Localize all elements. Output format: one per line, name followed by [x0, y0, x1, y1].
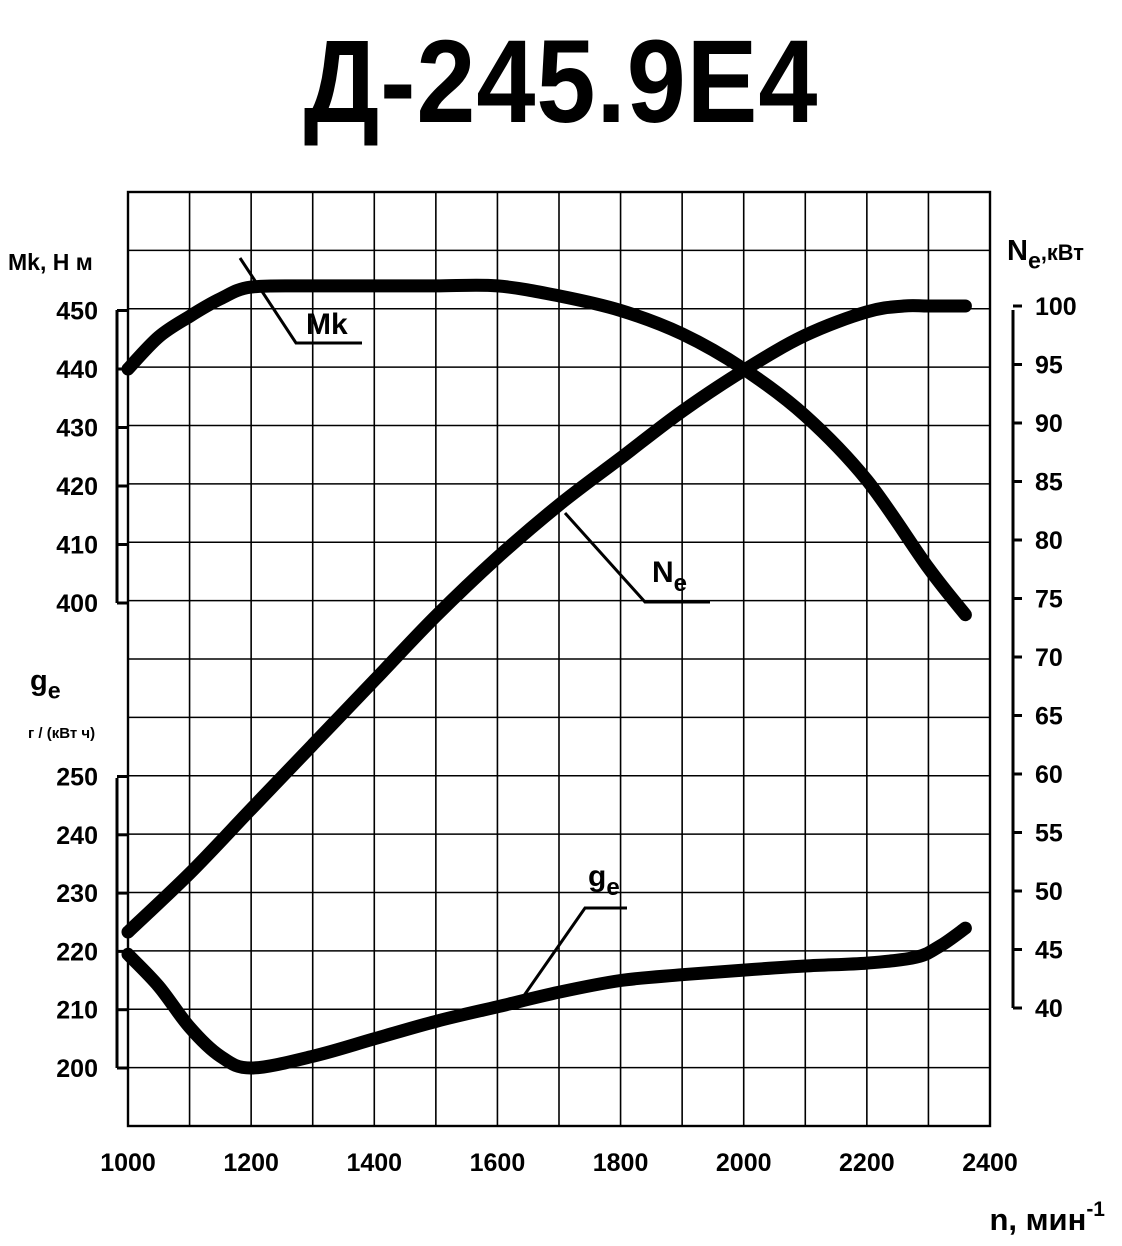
- torque-tick-label: 410: [56, 532, 98, 560]
- power-tick-label: 55: [1035, 820, 1063, 848]
- page-title: Д-245.9Е4: [303, 16, 819, 148]
- power-tick-label: 45: [1035, 937, 1063, 965]
- fuel-tick-label: 220: [56, 938, 98, 966]
- fuel-consumption-curve: [121, 921, 972, 1075]
- fuel-tick-label: 210: [56, 997, 98, 1025]
- power-tick-label: 75: [1035, 586, 1063, 614]
- plot-frame: [126, 190, 992, 1128]
- fuel-tick-label: 230: [56, 880, 98, 908]
- fuel-axis-unit: г / (кВт ч): [28, 725, 95, 742]
- torque-tick-label: 430: [56, 415, 98, 443]
- torque-tick-label: 420: [56, 473, 98, 501]
- power-tick-label: 40: [1035, 995, 1063, 1023]
- fuel-tick-label: 200: [56, 1055, 98, 1083]
- x-tick-label: 2400: [962, 1149, 1018, 1177]
- power-tick-label: 50: [1035, 878, 1063, 906]
- power-curve-label: Ne: [652, 556, 687, 597]
- power-tick-label: 70: [1035, 644, 1063, 672]
- power-callout-line: [563, 511, 710, 604]
- fuel-tick-label: 240: [56, 822, 98, 850]
- power-tick-label: 95: [1035, 352, 1063, 380]
- fuel-curve-label: ge: [588, 860, 620, 901]
- torque-curve-label: Mk: [306, 308, 348, 341]
- x-axis-label: n, мин-1: [989, 1198, 1105, 1237]
- power-tick-label: 90: [1035, 410, 1063, 438]
- x-tick-label: 2000: [716, 1149, 772, 1177]
- torque-axis-label: Mk, Н м: [8, 249, 93, 275]
- x-tick-label: 1200: [223, 1149, 279, 1177]
- torque-callout-line: [238, 257, 362, 345]
- fuel-axis-label: ge: [30, 665, 61, 704]
- power-tick-label: 65: [1035, 703, 1063, 731]
- power-tick-label: 100: [1035, 293, 1077, 321]
- torque-curve: [121, 278, 972, 622]
- torque-tick-label: 400: [56, 590, 98, 618]
- power-tick-label: 80: [1035, 527, 1063, 555]
- x-tick-label: 1800: [593, 1149, 649, 1177]
- fuel-callout-line: [521, 906, 627, 998]
- power-tick-label: 60: [1035, 761, 1063, 789]
- fuel-tick-label: 250: [56, 764, 98, 792]
- x-tick-label: 1600: [470, 1149, 526, 1177]
- torque-tick-label: 450: [56, 298, 98, 326]
- power-axis-label: Ne,кВт: [1007, 235, 1084, 274]
- x-tick-label: 1400: [346, 1149, 402, 1177]
- x-tick-label: 2200: [839, 1149, 895, 1177]
- power-curve: [121, 299, 972, 939]
- power-tick-label: 85: [1035, 469, 1063, 497]
- torque-tick-label: 440: [56, 356, 98, 384]
- x-tick-label: 1000: [100, 1149, 156, 1177]
